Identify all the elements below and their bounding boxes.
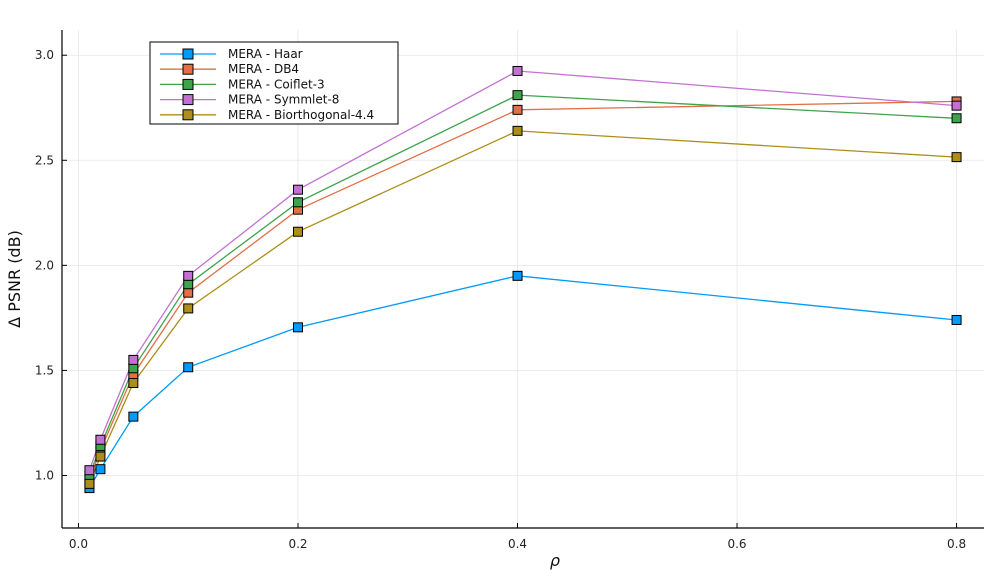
series-line-0 <box>88 275 957 489</box>
data-point-4-5 <box>512 125 523 136</box>
data-point-4-1 <box>95 451 106 462</box>
tick-labels: 0.0 0.2 0.4 0.6 0.8 1.0 1.5 2.0 2.5 3.0 <box>35 48 966 551</box>
data-point-3-4 <box>292 184 303 195</box>
legend-marker-0 <box>182 48 194 60</box>
y-tick-label: 2.5 <box>35 153 54 167</box>
x-tick-label: 0.2 <box>288 537 307 551</box>
data-point-3-3 <box>183 270 194 281</box>
data-point-2-2 <box>128 363 139 374</box>
data-point-0-5 <box>512 270 523 281</box>
series-line-1 <box>88 100 957 480</box>
series-lines <box>88 70 957 489</box>
x-axis-title: ρ <box>550 551 560 570</box>
data-point-3-6 <box>951 100 962 111</box>
series-line-2 <box>88 94 957 476</box>
legend-marker-4 <box>182 109 194 121</box>
data-point-4-6 <box>951 152 962 163</box>
axes <box>61 30 984 529</box>
data-point-4-4 <box>292 226 303 237</box>
y-tick-label: 1.0 <box>35 468 54 482</box>
data-point-2-6 <box>951 113 962 124</box>
x-tick-label: 0.0 <box>69 537 88 551</box>
legend-marker-1 <box>182 63 194 75</box>
legend-label-3: MERA - Symmlet-8 <box>228 93 339 107</box>
data-point-4-3 <box>183 303 194 314</box>
data-point-0-2 <box>128 411 139 422</box>
data-point-2-5 <box>512 90 523 101</box>
y-axis-title: Δ PSNR (dB) <box>5 230 24 328</box>
data-point-0-6 <box>951 314 962 325</box>
data-point-3-2 <box>128 354 139 365</box>
legend-label-2: MERA - Coiflet-3 <box>228 77 325 91</box>
data-point-4-2 <box>128 378 139 389</box>
data-point-0-3 <box>183 362 194 373</box>
y-tick-label: 2.0 <box>35 258 54 272</box>
legend-label-0: MERA - Haar <box>228 47 303 61</box>
data-point-0-4 <box>292 322 303 333</box>
data-point-3-5 <box>512 65 523 76</box>
data-point-2-4 <box>292 197 303 208</box>
legend-label-4: MERA - Biorthogonal-4.4 <box>228 108 374 122</box>
legend-label-1: MERA - DB4 <box>228 62 299 76</box>
data-point-1-5 <box>512 104 523 115</box>
x-tick-label: 0.8 <box>947 537 966 551</box>
series-markers <box>84 65 962 494</box>
legend-marker-2 <box>182 78 194 90</box>
data-point-1-3 <box>183 287 194 298</box>
x-tick-label: 0.6 <box>727 537 746 551</box>
data-point-4-0 <box>84 478 95 489</box>
data-point-3-1 <box>95 434 106 445</box>
data-point-2-3 <box>183 279 194 290</box>
y-tick-label: 3.0 <box>35 48 54 62</box>
x-tick-label: 0.4 <box>508 537 527 551</box>
data-point-0-1 <box>95 464 106 475</box>
legend-marker-3 <box>182 94 194 106</box>
y-tick-label: 1.5 <box>35 363 54 377</box>
data-point-3-0 <box>84 465 95 476</box>
